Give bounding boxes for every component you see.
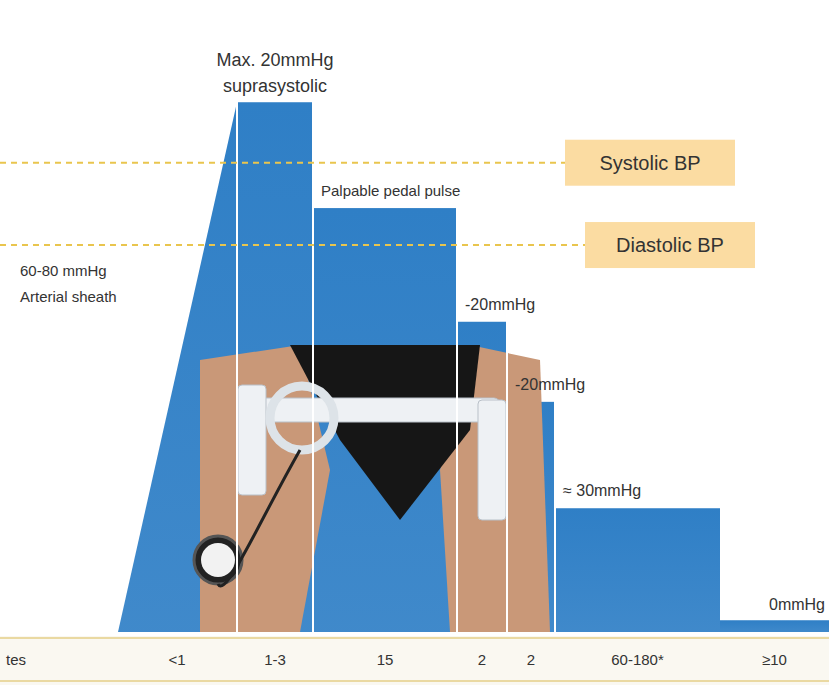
device-illustration — [194, 345, 550, 632]
annotation: 60-80 mmHg — [20, 262, 107, 279]
annotation: Arterial sheath — [20, 288, 117, 305]
reference-label: Diastolic BP — [616, 234, 724, 256]
separator — [506, 95, 508, 632]
bar — [555, 508, 720, 632]
tick-label: 60-180* — [611, 651, 664, 668]
annotation: 0mmHg — [769, 596, 825, 613]
axis-line — [0, 680, 829, 682]
tick-label: ≥10 — [762, 651, 787, 668]
annotation: suprasystolic — [223, 76, 327, 96]
reference-box — [565, 140, 735, 186]
axis-strip — [0, 636, 829, 685]
tick-label: 2 — [527, 651, 535, 668]
reference-label: Systolic BP — [599, 152, 700, 174]
axis-line — [0, 637, 829, 639]
tick-label: 1-3 — [264, 651, 286, 668]
separator — [456, 95, 458, 632]
axis-title: tes — [6, 651, 26, 668]
annotation: -20mmHg — [465, 296, 535, 313]
plate — [478, 400, 506, 520]
tube — [218, 450, 300, 586]
bar — [720, 620, 829, 632]
tick-label: 2 — [478, 651, 486, 668]
briefs — [290, 345, 480, 520]
gauge-face — [201, 543, 235, 577]
bars — [118, 102, 829, 632]
chart-root: Systolic BP Diastolic BP 60-80 mmHg Arteria… — [0, 0, 829, 685]
separator — [236, 95, 238, 632]
plate — [238, 385, 266, 495]
gauge — [194, 536, 242, 584]
tick-label: <1 — [168, 651, 185, 668]
annotation: -20mmHg — [515, 376, 585, 393]
tick-label: 15 — [377, 651, 394, 668]
separator — [554, 95, 556, 632]
annotation: Palpable pedal pulse — [321, 182, 460, 199]
separator — [312, 95, 314, 632]
annotation: ≈ 30mmHg — [563, 482, 641, 499]
chart: Systolic BP Diastolic BP 60-80 mmHg Arteria… — [0, 0, 829, 685]
annotation: Max. 20mmHg — [216, 50, 333, 70]
strap — [250, 398, 500, 422]
reference-box — [585, 222, 755, 268]
reference-line — [0, 162, 565, 164]
dome — [270, 386, 334, 450]
reference-line — [0, 244, 585, 246]
